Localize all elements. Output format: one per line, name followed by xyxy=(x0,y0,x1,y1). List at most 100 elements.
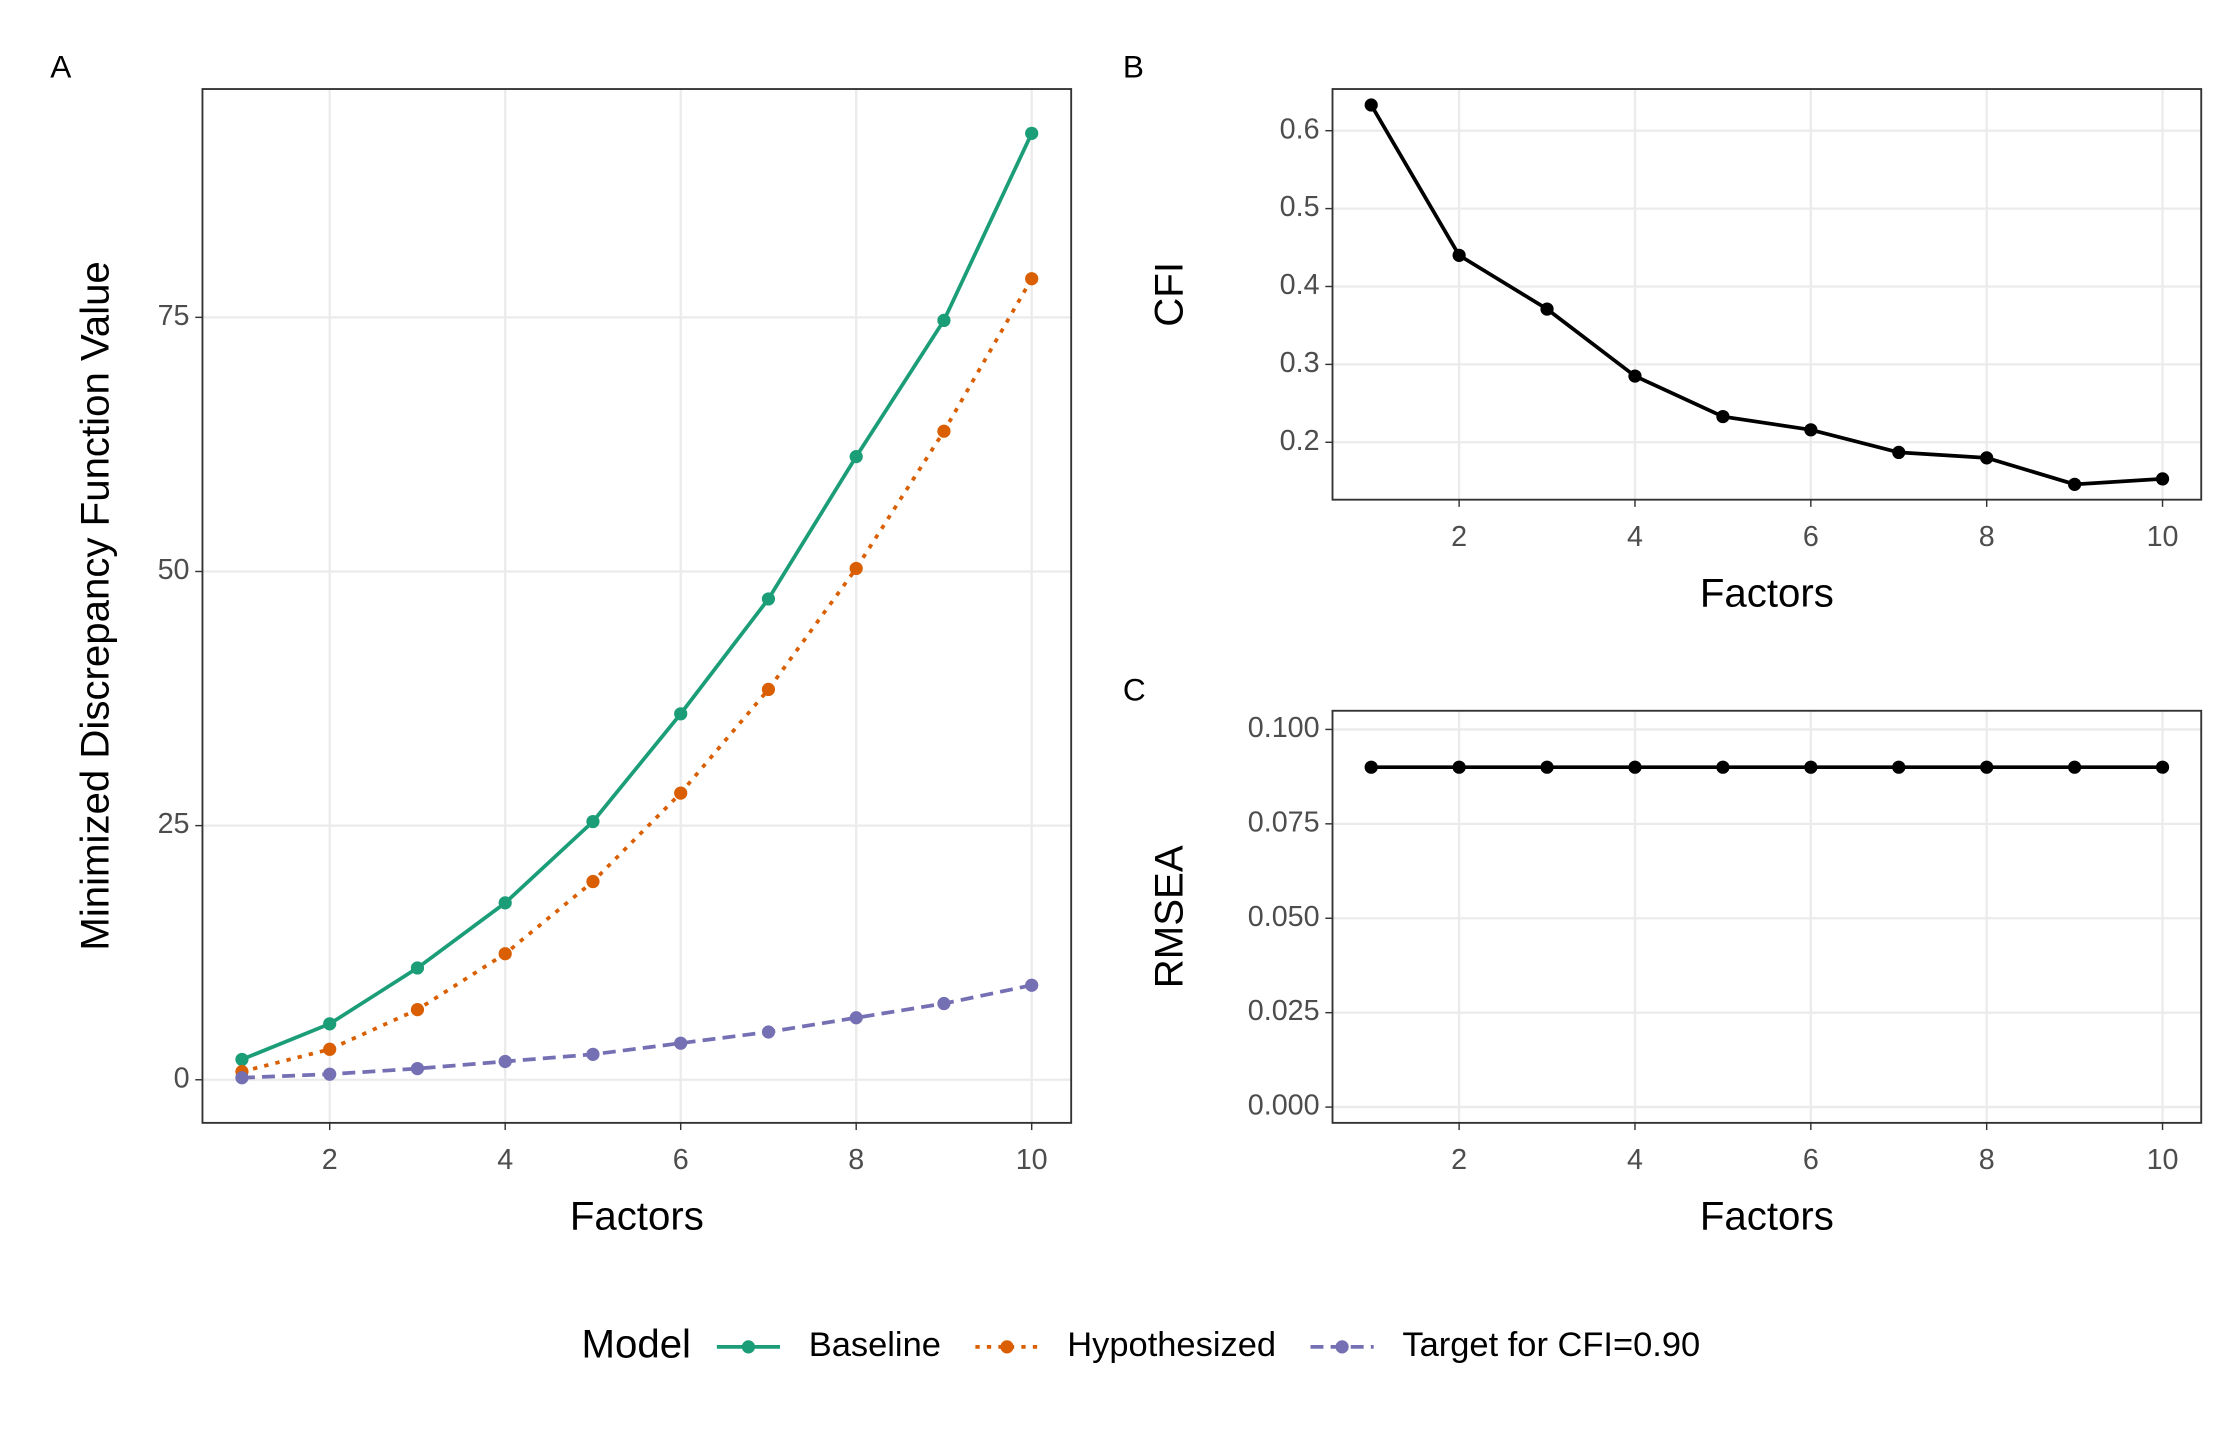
y-tick-label: 0.4 xyxy=(1280,269,1320,301)
series-line xyxy=(241,277,1034,1074)
series-line xyxy=(241,132,1034,1062)
x-tick-label: 10 xyxy=(2147,1144,2179,1176)
data-point xyxy=(849,561,863,576)
data-point xyxy=(586,814,600,829)
y-tick-label: 0.6 xyxy=(1280,113,1320,145)
data-point xyxy=(761,1025,776,1039)
data-point xyxy=(1980,451,1994,465)
data-point xyxy=(1452,760,1466,774)
y-tick-label: 50 xyxy=(158,554,190,586)
data-point xyxy=(674,1036,688,1050)
x-tick-label: 8 xyxy=(1979,1144,1995,1176)
plot-border xyxy=(1331,709,2203,1124)
data-point xyxy=(1025,126,1039,140)
y-tick-label: 25 xyxy=(158,808,190,840)
legend-title: Model xyxy=(582,1321,691,1366)
data-point xyxy=(1025,978,1039,992)
data-point xyxy=(1540,302,1554,316)
data-point xyxy=(761,592,776,606)
data-point xyxy=(235,1052,249,1067)
data-point xyxy=(937,313,951,327)
data-point xyxy=(323,1067,337,1081)
y-axis-title: Minimized Discrepancy Function Value xyxy=(72,261,117,950)
data-point xyxy=(937,996,951,1011)
legend-key-point xyxy=(1335,1340,1349,1354)
data-point xyxy=(937,424,951,438)
plot-background xyxy=(1332,710,2202,1123)
data-point xyxy=(849,1011,863,1025)
data-point xyxy=(410,1003,425,1017)
data-point xyxy=(586,1047,600,1061)
y-tick-label: 0.3 xyxy=(1280,347,1320,379)
y-axis-title: CFI xyxy=(1146,262,1191,327)
data-point xyxy=(498,896,512,910)
plot-background xyxy=(202,89,1072,1123)
panel-tag: C xyxy=(1123,671,1146,707)
x-tick-label: 8 xyxy=(848,1144,864,1176)
legend-key-point xyxy=(1000,1340,1014,1354)
data-point xyxy=(2155,472,2170,486)
x-tick-label: 6 xyxy=(1803,521,1819,553)
data-point xyxy=(323,1017,337,1031)
x-tick-label: 4 xyxy=(497,1144,513,1176)
legend-label: Target for CFI=0.90 xyxy=(1402,1326,1700,1364)
y-tick-label: 0.000 xyxy=(1248,1090,1320,1122)
data-point xyxy=(1980,760,1994,774)
y-tick-label: 0 xyxy=(174,1062,190,1094)
x-tick-label: 2 xyxy=(1451,1144,1467,1176)
data-point xyxy=(2068,760,2082,774)
y-tick-label: 0.050 xyxy=(1248,901,1320,933)
series-line xyxy=(1369,104,2163,487)
y-tick-label: 0.2 xyxy=(1280,425,1320,457)
x-tick-label: 8 xyxy=(1979,521,1995,553)
plot-border xyxy=(1331,88,2203,501)
legend-label: Baseline xyxy=(809,1326,941,1364)
y-axis-title: RMSEA xyxy=(1146,845,1191,988)
data-point xyxy=(761,682,776,697)
data-point xyxy=(1892,760,1906,774)
data-point xyxy=(1452,248,1466,262)
data-point xyxy=(235,1071,249,1085)
data-point xyxy=(323,1042,337,1056)
data-point xyxy=(1804,423,1818,437)
x-tick-label: 6 xyxy=(1803,1144,1819,1176)
panel-tag: A xyxy=(50,48,71,84)
y-tick-label: 75 xyxy=(158,300,190,332)
x-tick-label: 10 xyxy=(2147,521,2179,553)
x-tick-label: 10 xyxy=(1016,1144,1048,1176)
data-point xyxy=(1025,272,1039,286)
data-point xyxy=(2068,477,2082,491)
x-tick-label: 2 xyxy=(322,1144,338,1176)
x-tick-label: 2 xyxy=(1451,521,1467,553)
data-point xyxy=(1628,760,1642,774)
x-axis-title: Factors xyxy=(1700,1194,1834,1239)
y-tick-label: 0.5 xyxy=(1280,191,1320,223)
data-point xyxy=(1804,760,1818,774)
x-axis-title: Factors xyxy=(570,1194,704,1239)
data-point xyxy=(1540,760,1554,774)
x-tick-label: 4 xyxy=(1627,1144,1643,1176)
x-tick-label: 4 xyxy=(1627,521,1643,553)
data-point xyxy=(1364,760,1378,774)
data-point xyxy=(1716,760,1730,774)
plot-background xyxy=(1332,89,2202,500)
data-point xyxy=(1716,409,1730,424)
plot-border xyxy=(201,88,1073,1124)
data-point xyxy=(1364,98,1378,112)
panel-tag: B xyxy=(1123,48,1144,84)
data-point xyxy=(586,874,600,889)
data-point xyxy=(1628,369,1642,383)
y-tick-label: 0.075 xyxy=(1248,806,1320,838)
data-point xyxy=(674,786,688,800)
y-tick-label: 0.100 xyxy=(1248,712,1320,744)
x-axis-title: Factors xyxy=(1700,571,1834,616)
data-point xyxy=(498,1054,512,1069)
data-point xyxy=(498,947,512,961)
data-point xyxy=(849,450,863,464)
data-point xyxy=(2155,760,2170,774)
series-line xyxy=(241,983,1033,1080)
y-tick-label: 0.025 xyxy=(1248,995,1320,1027)
data-point xyxy=(410,1061,425,1076)
data-point xyxy=(410,961,425,975)
